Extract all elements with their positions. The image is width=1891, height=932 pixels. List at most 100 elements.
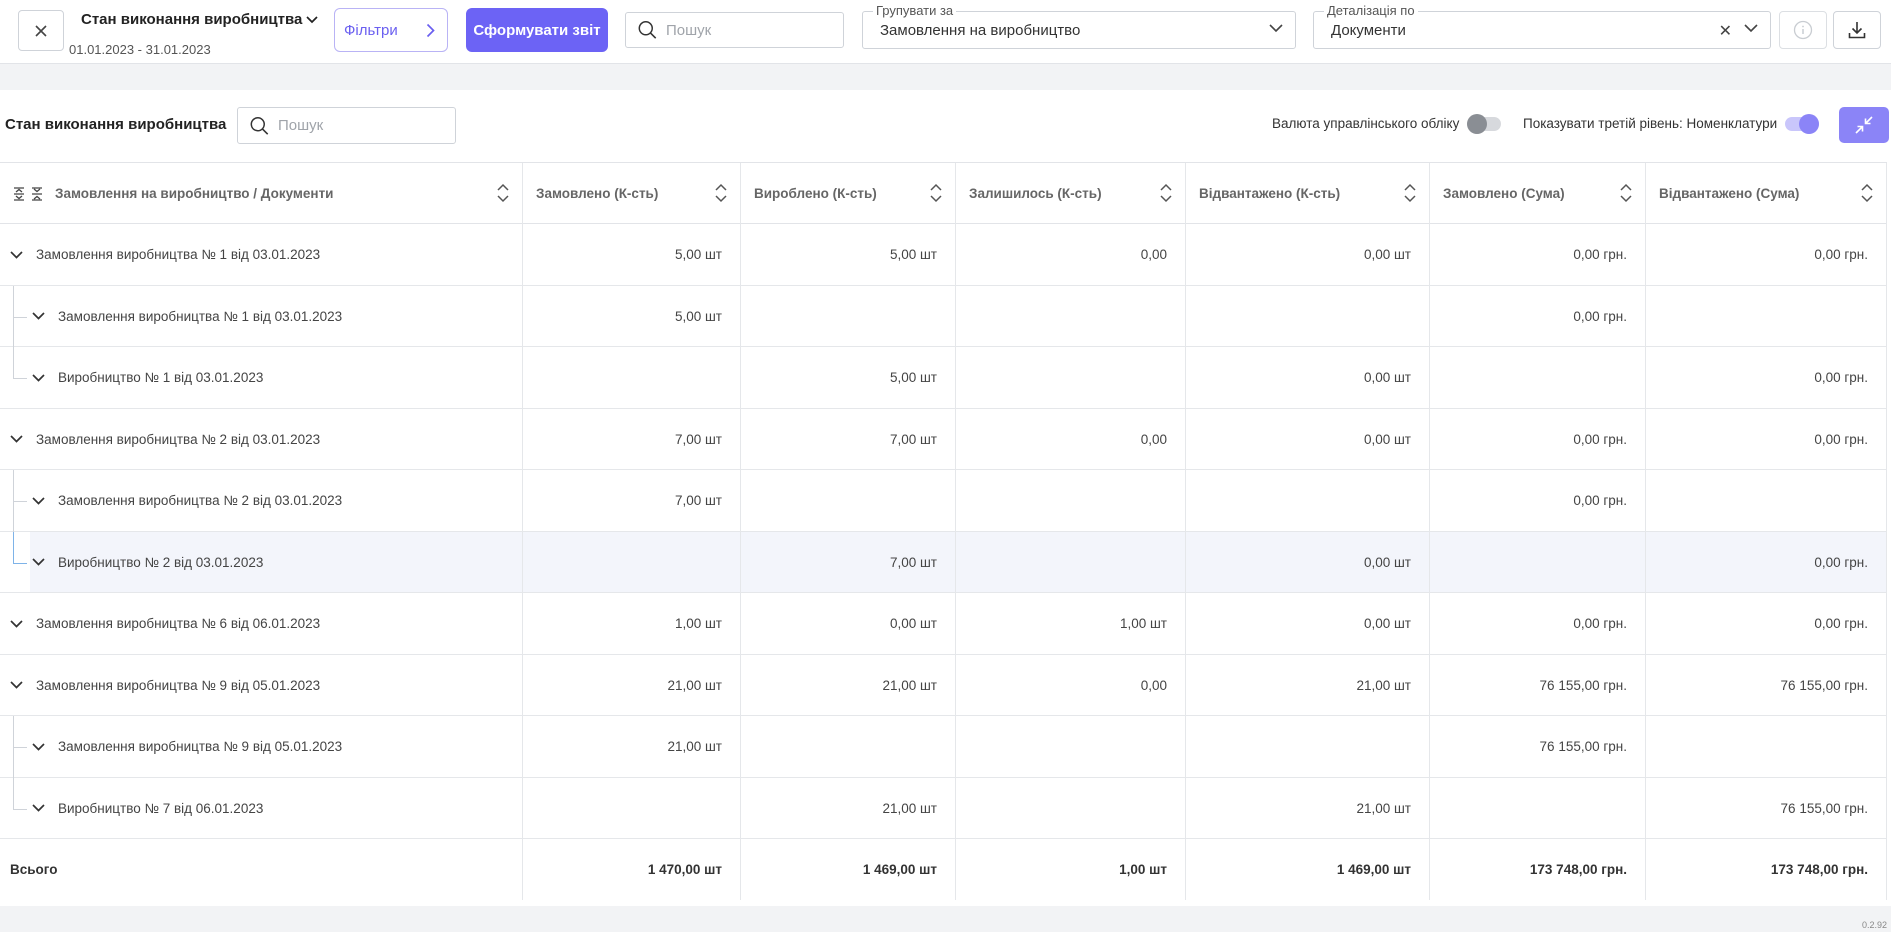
third-level-toggle[interactable] xyxy=(1785,113,1820,134)
detail-by-value: Документи xyxy=(1331,22,1406,39)
row-name: Замовлення виробництва № 1 від 03.01.202… xyxy=(58,308,343,324)
currency-toggle-label: Валюта управлінського обліку xyxy=(1272,116,1460,131)
report-period[interactable]: 01.01.2023 - 31.01.2023 xyxy=(69,42,211,57)
row-name: Замовлення виробництва № 9 від 05.01.202… xyxy=(36,677,321,693)
cell-shipped-qty xyxy=(1186,470,1430,531)
cell-remaining-qty xyxy=(956,347,1186,408)
tree-connector xyxy=(13,347,14,378)
cell-shipped-qty: 0,00 шт xyxy=(1186,347,1430,408)
column-header-0[interactable]: Замовлення на виробництво / Документи xyxy=(0,163,523,224)
chevron-down-icon[interactable] xyxy=(32,742,46,751)
table-row-order[interactable]: Замовлення виробництва № 6 від 06.01.202… xyxy=(0,593,1887,655)
cell-remaining-qty: 0,00 xyxy=(956,224,1186,285)
sort-icon[interactable] xyxy=(1619,182,1633,207)
table-search-input[interactable] xyxy=(278,117,455,134)
column-header-3[interactable]: Залишилось (К-сть) xyxy=(956,163,1186,224)
table-row-document[interactable]: Виробництво № 2 від 03.01.2023 7,00 шт 0,0… xyxy=(0,531,1887,593)
sort-icon[interactable] xyxy=(714,182,728,207)
chevron-down-icon xyxy=(1744,24,1758,33)
currency-toggle[interactable] xyxy=(1467,113,1502,134)
cell-shipped-sum: 0,00 грн. xyxy=(1646,408,1887,470)
table-row-order[interactable]: Замовлення виробництва № 9 від 05.01.202… xyxy=(0,654,1887,716)
close-button[interactable] xyxy=(18,10,64,51)
chevron-down-icon[interactable] xyxy=(10,435,24,443)
expand-all-icon[interactable] xyxy=(13,186,25,201)
table-row-order[interactable]: Замовлення виробництва № 1 від 03.01.202… xyxy=(0,224,1887,286)
generate-report-button[interactable]: Сформувати звіт xyxy=(466,8,608,52)
download-button[interactable] xyxy=(1833,11,1881,49)
sort-icon[interactable] xyxy=(1403,182,1417,207)
cell-ordered-qty: 7,00 шт xyxy=(523,470,741,531)
cell-shipped-sum: 0,00 грн. xyxy=(1646,531,1887,593)
collapse-all-icon[interactable] xyxy=(31,186,43,201)
cell-shipped-sum: 0,00 грн. xyxy=(1646,593,1887,654)
column-header-4[interactable]: Відвантажено (К-сть) xyxy=(1186,163,1430,224)
cell-shipped-qty: 21,00 шт xyxy=(1186,777,1430,839)
chevron-down-icon[interactable] xyxy=(32,558,46,566)
cell-ordered-sum xyxy=(1430,347,1646,408)
close-icon xyxy=(35,24,47,37)
collapse-button[interactable] xyxy=(1839,107,1889,143)
report-selector[interactable]: Стан виконання виробництва xyxy=(81,11,318,28)
chevron-down-icon[interactable] xyxy=(10,681,24,689)
sort-icon[interactable] xyxy=(496,182,510,207)
chevron-down-icon[interactable] xyxy=(10,250,24,259)
cell-remaining-qty xyxy=(956,716,1186,777)
sort-icon[interactable] xyxy=(929,182,943,207)
column-header-6[interactable]: Відвантажено (Сума) xyxy=(1646,163,1887,224)
group-by-select[interactable]: Групувати за Замовлення на виробництво xyxy=(862,3,1296,49)
detail-by-select[interactable]: Деталізація по Документи ✕ xyxy=(1313,3,1771,49)
cell-shipped-qty xyxy=(1186,716,1430,777)
column-header-label: Замовлення на виробництво / Документи xyxy=(55,186,334,201)
cell-shipped-qty: 0,00 шт xyxy=(1186,531,1430,593)
currency-toggle-row: Валюта управлінського обліку xyxy=(1272,113,1502,134)
cell-shipped-qty: 0,00 шт xyxy=(1186,224,1430,285)
table-row-document[interactable]: Замовлення виробництва № 1 від 03.01.202… xyxy=(0,285,1887,348)
cell-shipped-sum xyxy=(1646,285,1887,347)
cell-ordered-qty: 1,00 шт xyxy=(523,593,741,654)
sort-icon[interactable] xyxy=(1159,182,1173,207)
tree-connector xyxy=(13,562,27,564)
cell-remaining-qty xyxy=(956,777,1186,839)
row-name-cell: Замовлення виробництва № 1 від 03.01.202… xyxy=(0,224,523,285)
info-button[interactable] xyxy=(1779,11,1827,49)
card-title: Стан виконання виробництва xyxy=(5,116,227,133)
sort-icon[interactable] xyxy=(1860,182,1874,207)
filters-button[interactable]: Фільтри xyxy=(334,8,448,52)
table-header: Замовлення на виробництво / Документи Зам… xyxy=(0,162,1887,224)
table-row-document[interactable]: Замовлення виробництва № 9 від 05.01.202… xyxy=(0,716,1887,778)
cell-ordered-sum: 0,00 грн. xyxy=(1430,285,1646,347)
cell-produced-qty: 5,00 шт xyxy=(741,224,956,285)
cell-shipped-sum xyxy=(1646,470,1887,531)
chevron-down-icon[interactable] xyxy=(10,619,24,628)
table-row-document[interactable]: Виробництво № 7 від 06.01.2023 21,00 шт 21… xyxy=(0,777,1887,839)
chevron-down-icon[interactable] xyxy=(32,804,46,812)
cell-remaining-qty: 0,00 xyxy=(956,408,1186,470)
column-header-2[interactable]: Вироблено (К-сть) xyxy=(741,163,956,224)
cell-shipped-qty: 0,00 шт xyxy=(1186,593,1430,654)
column-header-5[interactable]: Замовлено (Сума) xyxy=(1430,163,1646,224)
expand-collapse-all[interactable] xyxy=(13,186,43,201)
chevron-down-icon[interactable] xyxy=(32,312,46,320)
table-row-order[interactable]: Замовлення виробництва № 2 від 03.01.202… xyxy=(0,408,1887,470)
row-name: Виробництво № 7 від 06.01.2023 xyxy=(58,800,264,816)
third-level-toggle-label: Показувати третій рівень: Номенклатури xyxy=(1523,116,1778,131)
cell-ordered-sum: 76 155,00 грн. xyxy=(1430,716,1646,777)
row-name-cell: Замовлення виробництва № 2 від 03.01.202… xyxy=(0,470,523,532)
clear-icon[interactable]: ✕ xyxy=(1718,23,1732,40)
table-row-document[interactable]: Виробництво № 1 від 03.01.2023 5,00 шт 0,0… xyxy=(0,347,1887,409)
column-header-label: Вироблено (К-сть) xyxy=(754,186,877,201)
total-label: Всього xyxy=(0,839,523,900)
column-header-label: Залишилось (К-сть) xyxy=(969,186,1102,201)
cell-produced-qty: 7,00 шт xyxy=(741,408,956,470)
chevron-down-icon[interactable] xyxy=(32,373,46,382)
row-name-cell: Виробництво № 1 від 03.01.2023 xyxy=(0,347,523,408)
column-header-1[interactable]: Замовлено (К-сть) xyxy=(523,163,741,224)
chevron-down-icon[interactable] xyxy=(32,496,46,505)
cell-remaining-qty: 1,00 шт xyxy=(956,593,1186,654)
group-by-label: Групувати за xyxy=(873,3,957,18)
cell-remaining-qty xyxy=(956,531,1186,593)
table-row-document[interactable]: Замовлення виробництва № 2 від 03.01.202… xyxy=(0,470,1887,532)
top-search-input[interactable] xyxy=(666,21,843,39)
total-produced-qty: 1 469,00 шт xyxy=(741,839,956,900)
